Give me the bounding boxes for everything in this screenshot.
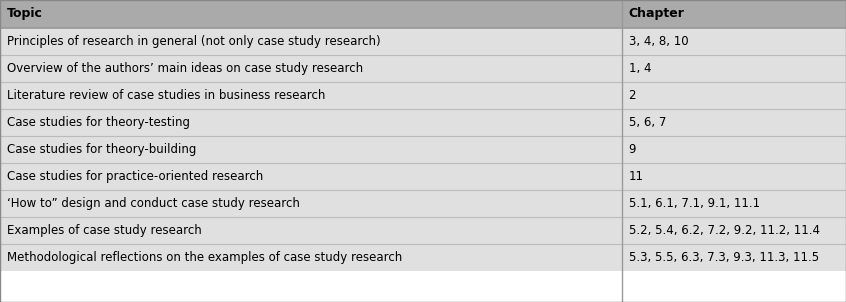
Text: Literature review of case studies in business research: Literature review of case studies in bus… <box>7 89 325 102</box>
Text: Case studies for theory-building: Case studies for theory-building <box>7 143 196 156</box>
Text: 1, 4: 1, 4 <box>629 62 651 75</box>
Bar <box>0 244 846 271</box>
Bar <box>0 163 846 190</box>
Text: 5.1, 6.1, 7.1, 9.1, 11.1: 5.1, 6.1, 7.1, 9.1, 11.1 <box>629 197 760 210</box>
Text: Case studies for practice-oriented research: Case studies for practice-oriented resea… <box>7 170 263 183</box>
Text: 3, 4, 8, 10: 3, 4, 8, 10 <box>629 35 688 48</box>
Bar <box>0 109 846 136</box>
Text: 9: 9 <box>629 143 636 156</box>
Bar <box>0 28 846 55</box>
Text: Principles of research in general (not only case study research): Principles of research in general (not o… <box>7 35 381 48</box>
Text: 5, 6, 7: 5, 6, 7 <box>629 116 666 129</box>
Text: Topic: Topic <box>7 8 42 21</box>
Text: Chapter: Chapter <box>629 8 684 21</box>
Bar <box>0 190 846 217</box>
Text: Methodological reflections on the examples of case study research: Methodological reflections on the exampl… <box>7 251 402 264</box>
Text: 5.3, 5.5, 6.3, 7.3, 9.3, 11.3, 11.5: 5.3, 5.5, 6.3, 7.3, 9.3, 11.3, 11.5 <box>629 251 819 264</box>
Text: 5.2, 5.4, 6.2, 7.2, 9.2, 11.2, 11.4: 5.2, 5.4, 6.2, 7.2, 9.2, 11.2, 11.4 <box>629 224 820 237</box>
Text: Overview of the authors’ main ideas on case study research: Overview of the authors’ main ideas on c… <box>7 62 363 75</box>
Bar <box>0 217 846 244</box>
Bar <box>0 0 846 28</box>
Text: ‘How to” design and conduct case study research: ‘How to” design and conduct case study r… <box>7 197 299 210</box>
Text: 2: 2 <box>629 89 636 102</box>
Text: Case studies for theory-testing: Case studies for theory-testing <box>7 116 190 129</box>
Bar <box>0 136 846 163</box>
Text: 11: 11 <box>629 170 644 183</box>
Text: Examples of case study research: Examples of case study research <box>7 224 201 237</box>
Bar <box>0 55 846 82</box>
Bar <box>0 82 846 109</box>
